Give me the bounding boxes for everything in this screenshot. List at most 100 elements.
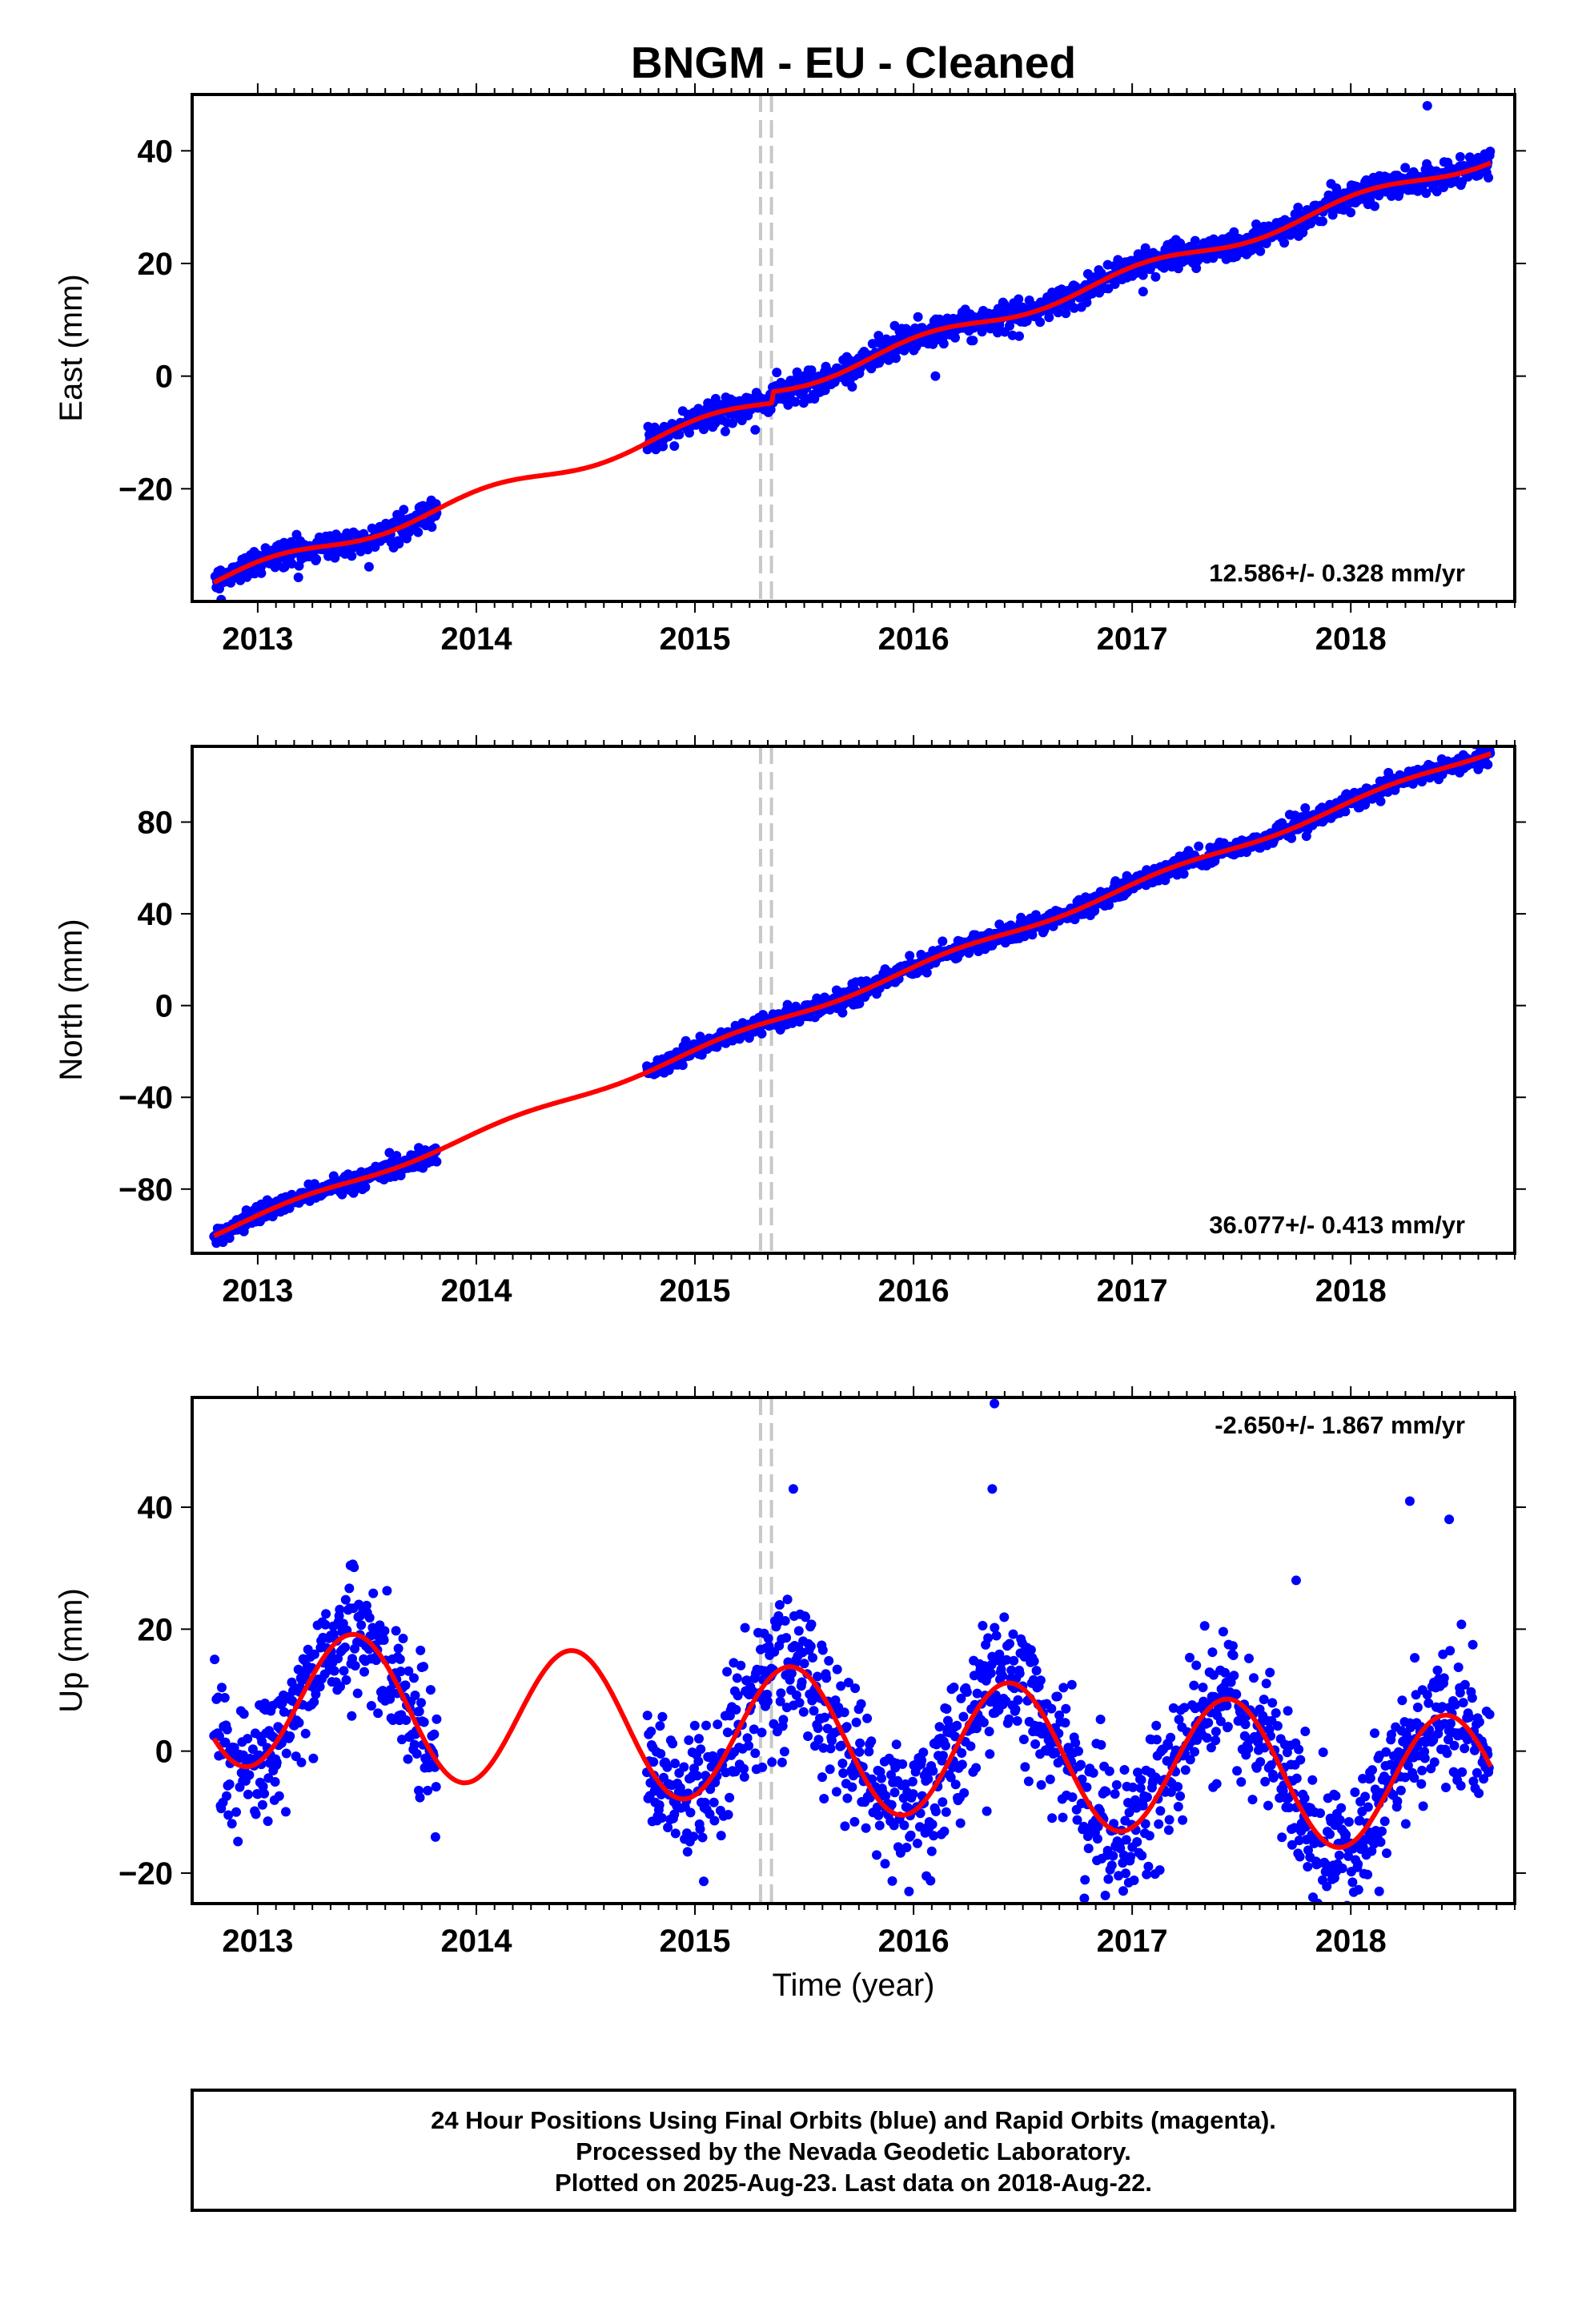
- data-point: [414, 1707, 424, 1717]
- data-point: [1028, 1675, 1038, 1685]
- data-point: [713, 1719, 723, 1730]
- data-point: [1006, 1665, 1017, 1675]
- data-point: [244, 1770, 255, 1780]
- data-point: [361, 1600, 371, 1610]
- data-point: [340, 1594, 351, 1605]
- data-point: [750, 1748, 761, 1759]
- data-point: [1129, 1876, 1139, 1885]
- data-point: [1267, 1698, 1278, 1708]
- x-tick-label: 2014: [440, 1273, 512, 1309]
- data-point: [1143, 1861, 1154, 1872]
- data-point: [757, 1028, 767, 1039]
- data-point: [709, 1815, 720, 1826]
- data-point: [790, 396, 801, 407]
- data-point: [762, 1689, 773, 1699]
- data-point: [1255, 246, 1266, 256]
- data-point: [403, 1754, 413, 1764]
- data-point: [1178, 1815, 1188, 1825]
- data-point: [1437, 1702, 1447, 1712]
- data-point: [900, 1779, 910, 1789]
- data-point: [684, 1735, 694, 1745]
- data-point: [281, 1807, 291, 1817]
- data-point: [1360, 1791, 1371, 1802]
- x-tick-label: 2013: [222, 621, 293, 657]
- data-point: [1014, 331, 1024, 341]
- data-point: [706, 1762, 717, 1772]
- data-point: [923, 1774, 934, 1784]
- data-point: [701, 1720, 711, 1731]
- data-point: [1178, 869, 1189, 879]
- data-point: [1395, 1785, 1406, 1795]
- data-point: [340, 1642, 350, 1652]
- data-point: [722, 1667, 733, 1677]
- data-point: [655, 1721, 665, 1731]
- data-point: [983, 1633, 994, 1643]
- data-point: [1299, 1793, 1310, 1803]
- plot-frame: [191, 745, 1516, 1255]
- data-point: [1336, 1803, 1347, 1813]
- data-point: [350, 1661, 360, 1671]
- data-point: [1158, 263, 1169, 273]
- data-point: [1199, 1621, 1210, 1631]
- data-point: [913, 312, 923, 322]
- data-point: [806, 1619, 817, 1630]
- data-point: [1052, 1691, 1062, 1702]
- data-point: [736, 1660, 746, 1671]
- data-point: [1429, 1757, 1439, 1767]
- data-point: [1400, 1772, 1411, 1783]
- x-axis: 2013 2014 2015 2016 2017 2018: [222, 83, 1516, 657]
- data-point: [689, 1763, 699, 1774]
- data-point: [352, 1688, 363, 1699]
- data-point: [740, 1622, 750, 1633]
- data-point: [339, 1666, 349, 1676]
- plot-frame: [191, 93, 1516, 603]
- y-tick-label: 40: [138, 134, 174, 169]
- data-point: [841, 1722, 852, 1732]
- data-point: [1005, 1638, 1014, 1649]
- data-point: [308, 1753, 319, 1763]
- data-point: [938, 1751, 948, 1761]
- data-point: [1295, 1852, 1305, 1862]
- data-point: [986, 1668, 996, 1679]
- data-point: [210, 1655, 220, 1665]
- data-point: [396, 1667, 406, 1677]
- data-point: [1155, 1806, 1166, 1816]
- data-point: [1347, 1877, 1358, 1888]
- data-point: [772, 368, 782, 378]
- data-point: [1455, 151, 1465, 162]
- data-point: [801, 1612, 811, 1622]
- data-point: [809, 1706, 819, 1716]
- data-point: [727, 418, 737, 428]
- data-point: [1061, 1703, 1071, 1714]
- data-point: [1236, 1777, 1247, 1787]
- data-point: [777, 1757, 787, 1767]
- data-point: [696, 1744, 706, 1755]
- data-point: [222, 1791, 231, 1801]
- data-point: [309, 1697, 319, 1707]
- data-point: [335, 1682, 345, 1691]
- data-point: [645, 1778, 656, 1788]
- data-point: [379, 1626, 390, 1636]
- data-point: [856, 1699, 866, 1709]
- data-point: [872, 1850, 881, 1860]
- data-point: [1228, 1651, 1239, 1660]
- data-point: [839, 1707, 849, 1718]
- data-point: [1438, 1649, 1448, 1659]
- data-point: [1385, 1759, 1395, 1770]
- data-point: [1203, 1718, 1214, 1728]
- data-point: [938, 339, 949, 349]
- data-point: [694, 1734, 704, 1744]
- data-point: [293, 1664, 303, 1675]
- data-point: [949, 1683, 959, 1692]
- data-point: [409, 1739, 420, 1750]
- data-point: [1387, 1729, 1396, 1739]
- data-point: [1179, 1703, 1190, 1713]
- data-point: [1070, 1738, 1081, 1748]
- data-point: [382, 1586, 392, 1596]
- data-point: [243, 1789, 253, 1799]
- data-point: [861, 1823, 871, 1833]
- data-point: [793, 1626, 804, 1636]
- data-point: [842, 1793, 853, 1803]
- data-point: [427, 522, 437, 533]
- data-point: [1009, 1655, 1019, 1666]
